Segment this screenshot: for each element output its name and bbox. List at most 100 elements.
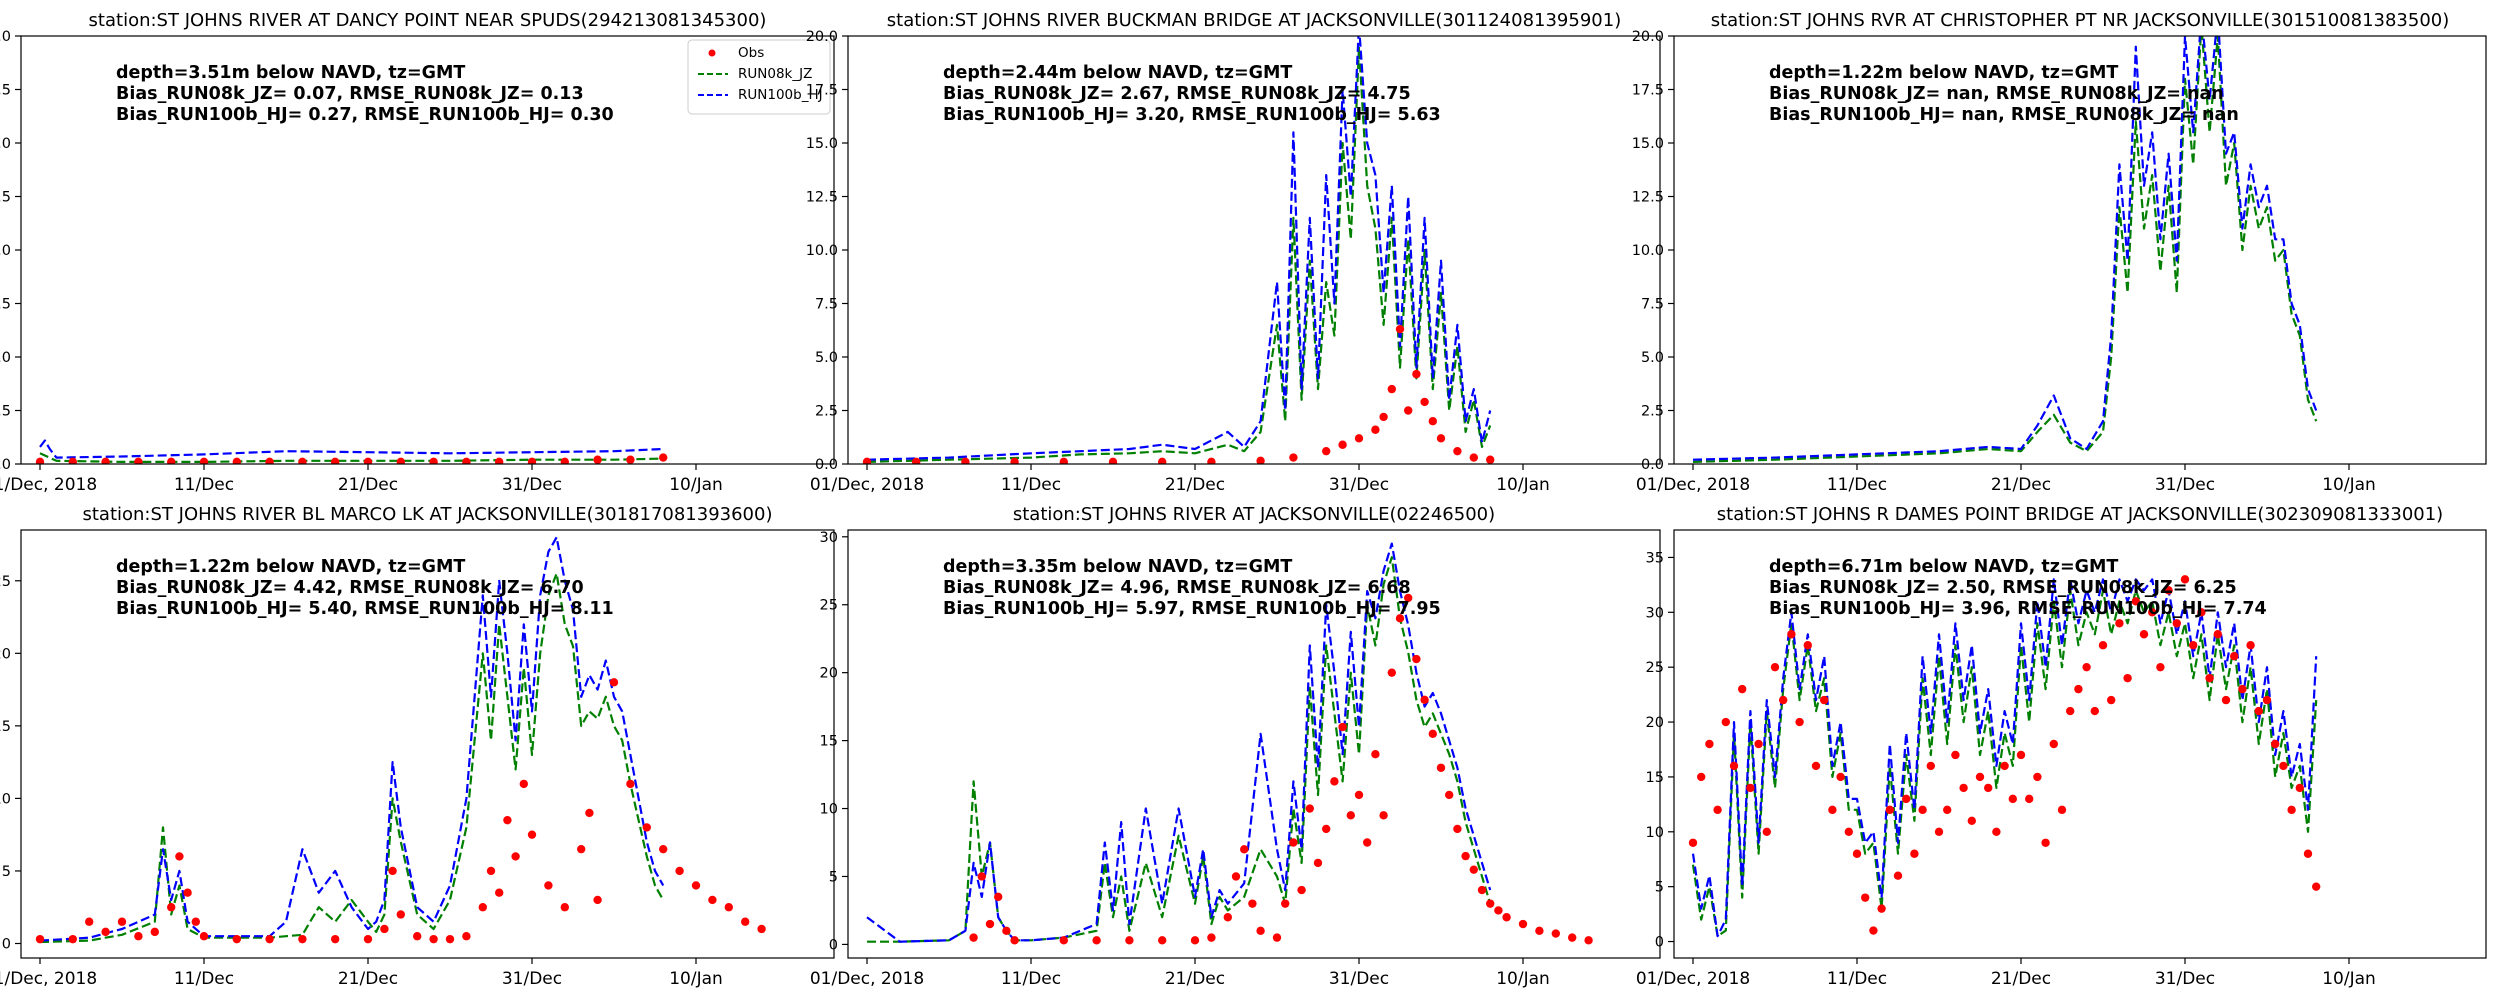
obs-point <box>1387 384 1397 394</box>
stats-annotation: depth=3.35m below NAVD, tz=GMT <box>943 557 1292 577</box>
obs-point <box>1010 936 1019 945</box>
obs-point <box>445 934 455 944</box>
stats-annotation: Bias_RUN08k_JZ= 4.96, RMSE_RUN08k_JZ= 6.… <box>943 578 1411 598</box>
y-tick-label: 0 <box>2 936 11 952</box>
x-tick-label: 10/Jan <box>2322 475 2376 495</box>
obs-point <box>1721 717 1731 727</box>
y-tick-label: 15 <box>0 719 11 735</box>
obs-point <box>2074 684 2083 694</box>
stats-annotation: depth=6.71m below NAVD, tz=GMT <box>1769 557 2118 577</box>
obs-point <box>396 457 405 464</box>
y-tick-label: 5 <box>1655 880 1664 896</box>
plot-area <box>35 439 668 464</box>
obs-point <box>2230 652 2239 661</box>
x-tick-label: 11/Dec <box>1001 969 1061 989</box>
x-tick-label: 21/Dec <box>1991 969 2051 989</box>
x-tick-label: 11/Dec <box>1827 475 1887 495</box>
obs-point <box>1494 906 1503 915</box>
obs-point <box>2131 597 2140 606</box>
obs-point <box>1256 926 1265 936</box>
obs-point <box>1158 457 1167 464</box>
legend-label: RUN100b_HJ <box>738 87 823 103</box>
obs-point <box>1354 434 1364 443</box>
x-tick-label: 01/Dec, 2018 <box>0 969 97 989</box>
obs-point <box>1477 885 1487 895</box>
obs-point <box>503 815 512 825</box>
chart-title: station:ST JOHNS RIVER BL MARCO LK AT JA… <box>82 504 772 525</box>
obs-point <box>2254 706 2263 716</box>
obs-point <box>1395 614 1405 623</box>
obs-point <box>985 919 995 929</box>
y-tick-label: 0 <box>1655 935 1664 951</box>
obs-point <box>1828 805 1837 815</box>
obs-point <box>331 934 340 944</box>
stats-annotation: Bias_RUN08k_JZ= 4.42, RMSE_RUN08k_JZ= 6.… <box>116 578 584 598</box>
obs-point <box>134 932 143 941</box>
obs-point <box>2205 673 2214 683</box>
obs-point <box>977 872 986 881</box>
y-tick-label: 17.5 <box>0 83 11 99</box>
y-tick-label: 25 <box>820 598 838 614</box>
stats-annotation: Bias_RUN100b_HJ= 5.40, RMSE_RUN100b_HJ= … <box>116 599 614 619</box>
y-tick-label: 15 <box>820 734 838 750</box>
obs-point <box>134 457 143 464</box>
obs-point <box>1738 684 1747 694</box>
stats-annotation: Bias_RUN08k_JZ= nan, RMSE_RUN08k_JZ= nan <box>1769 84 2224 104</box>
obs-point <box>1346 811 1356 820</box>
obs-point <box>1584 936 1593 945</box>
obs-point <box>1469 453 1479 462</box>
obs-point <box>609 678 619 687</box>
obs-point <box>495 457 504 464</box>
obs-point <box>1428 729 1438 739</box>
obs-point <box>68 934 78 944</box>
obs-point <box>1779 695 1788 705</box>
obs-point <box>363 457 373 464</box>
obs-point <box>1420 397 1429 407</box>
obs-point <box>68 457 77 464</box>
obs-point <box>626 779 635 789</box>
y-tick-label: 20.0 <box>806 29 838 45</box>
series-line-run08k_jz <box>1692 36 2318 463</box>
series-line-run100b_hj <box>39 439 664 459</box>
series-obs <box>35 453 668 464</box>
obs-point <box>101 457 110 464</box>
series-line-run100b_hj <box>39 536 665 942</box>
series-line-run08k_jz <box>39 452 664 463</box>
stats-annotation: Bias_RUN100b_HJ= 3.96, RMSE_RUN100b_HJ= … <box>1769 599 2267 619</box>
x-tick-label: 11/Dec <box>174 475 234 495</box>
obs-point <box>1943 805 1952 815</box>
obs-point <box>1379 412 1388 422</box>
obs-point <box>1902 794 1911 804</box>
stats-annotation: depth=3.51m below NAVD, tz=GMT <box>116 63 465 83</box>
axes-frame <box>20 529 835 959</box>
chart-title: station:ST JOHNS RIVER AT DANCY POINT NE… <box>89 10 767 31</box>
obs-point <box>232 457 241 464</box>
obs-point <box>1688 838 1698 847</box>
obs-point <box>1248 899 1257 908</box>
obs-point <box>298 934 307 944</box>
x-tick-label: 10/Jan <box>1496 969 1550 989</box>
obs-point <box>1256 456 1265 464</box>
obs-point <box>1486 455 1495 464</box>
x-tick-label: 11/Dec <box>174 969 234 989</box>
obs-point <box>429 934 438 944</box>
obs-point <box>486 866 496 876</box>
obs-point <box>1330 777 1339 786</box>
obs-point <box>2090 706 2099 716</box>
obs-point <box>1059 936 1069 945</box>
stats-annotation: Bias_RUN100b_HJ= 3.20, RMSE_RUN100b_HJ= … <box>943 105 1441 125</box>
obs-point <box>1002 926 1011 936</box>
obs-point <box>1059 457 1068 464</box>
obs-point <box>35 457 45 464</box>
x-tick-label: 31/Dec <box>1329 969 1389 989</box>
y-tick-label: 7.5 <box>0 297 11 313</box>
chart-panel-4: station:ST JOHNS RIVER BL MARCO LK AT JA… <box>0 504 835 989</box>
obs-point <box>1836 772 1845 782</box>
obs-point <box>478 903 487 912</box>
obs-point <box>1705 739 1714 749</box>
y-tick-label: 7.5 <box>1641 297 1664 313</box>
obs-point <box>388 866 397 876</box>
obs-point <box>1770 662 1780 672</box>
obs-point <box>2000 761 2009 771</box>
